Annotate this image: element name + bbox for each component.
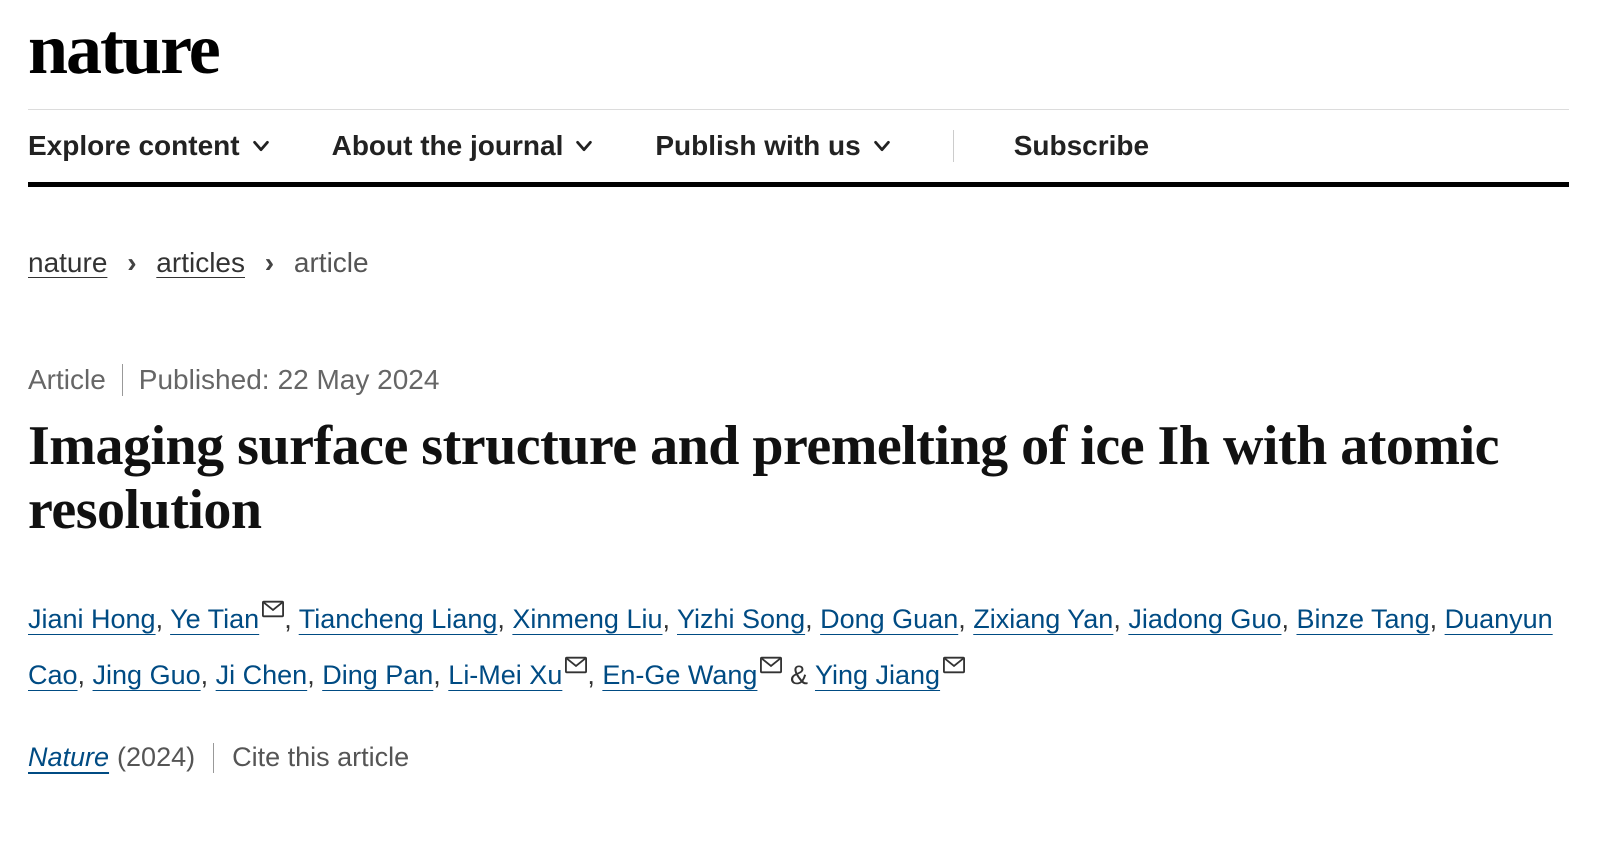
chevron-right-icon: › <box>127 247 136 278</box>
published-date: 22 May 2024 <box>278 364 440 396</box>
mail-icon <box>262 600 284 618</box>
published-label: Published: <box>139 364 270 396</box>
author-link[interactable]: Zixiang Yan <box>973 604 1113 634</box>
author-list: Jiani Hong, Ye Tian, Tiancheng Liang, Xi… <box>28 591 1569 704</box>
article-type: Article <box>28 364 106 396</box>
breadcrumb: nature › articles › article <box>28 187 1569 279</box>
author-link[interactable]: Li-Mei Xu <box>448 660 562 690</box>
chevron-down-icon <box>250 135 272 157</box>
breadcrumb-current: article <box>294 247 369 278</box>
mail-icon <box>565 656 587 674</box>
top-navigation: Explore content About the journal Publis… <box>28 109 1569 187</box>
author-link[interactable]: Jiadong Guo <box>1128 604 1281 634</box>
nature-logo[interactable]: nature <box>28 0 1569 109</box>
cite-this-article[interactable]: Cite this article <box>232 742 409 773</box>
citation-year: (2024) <box>117 742 195 773</box>
author-link[interactable]: Dong Guan <box>820 604 958 634</box>
author-link[interactable]: Ying Jiang <box>815 660 940 690</box>
divider <box>122 364 123 396</box>
author-link[interactable]: Xinmeng Liu <box>512 604 662 634</box>
author-link[interactable]: Tiancheng Liang <box>299 604 498 634</box>
citation-line: Nature (2024) Cite this article <box>28 742 1569 773</box>
mail-icon <box>943 656 965 674</box>
nav-subscribe[interactable]: Subscribe <box>953 130 1149 162</box>
nav-label: Explore content <box>28 130 240 162</box>
author-link[interactable]: Jiani Hong <box>28 604 156 634</box>
nav-publish-with-us[interactable]: Publish with us <box>655 130 892 162</box>
journal-link[interactable]: Nature <box>28 742 109 773</box>
breadcrumb-articles[interactable]: articles <box>156 247 245 278</box>
author-link[interactable]: Ye Tian <box>170 604 259 634</box>
author-link[interactable]: Ji Chen <box>216 660 308 690</box>
nav-label: Publish with us <box>655 130 860 162</box>
author-link[interactable]: Yizhi Song <box>677 604 805 634</box>
author-link[interactable]: Ding Pan <box>322 660 433 690</box>
nav-explore-content[interactable]: Explore content <box>28 130 272 162</box>
chevron-right-icon: › <box>265 247 274 278</box>
author-link[interactable]: En-Ge Wang <box>602 660 757 690</box>
article-meta: Article Published: 22 May 2024 <box>28 364 1569 396</box>
mail-icon <box>760 656 782 674</box>
chevron-down-icon <box>871 135 893 157</box>
author-link[interactable]: Jing Guo <box>93 660 201 690</box>
breadcrumb-nature[interactable]: nature <box>28 247 107 278</box>
chevron-down-icon <box>573 135 595 157</box>
nav-label: About the journal <box>332 130 564 162</box>
nav-about-journal[interactable]: About the journal <box>332 130 596 162</box>
nav-label: Subscribe <box>1014 130 1149 162</box>
article-title: Imaging surface structure and premelting… <box>28 414 1569 543</box>
author-link[interactable]: Binze Tang <box>1296 604 1429 634</box>
divider <box>213 743 214 773</box>
